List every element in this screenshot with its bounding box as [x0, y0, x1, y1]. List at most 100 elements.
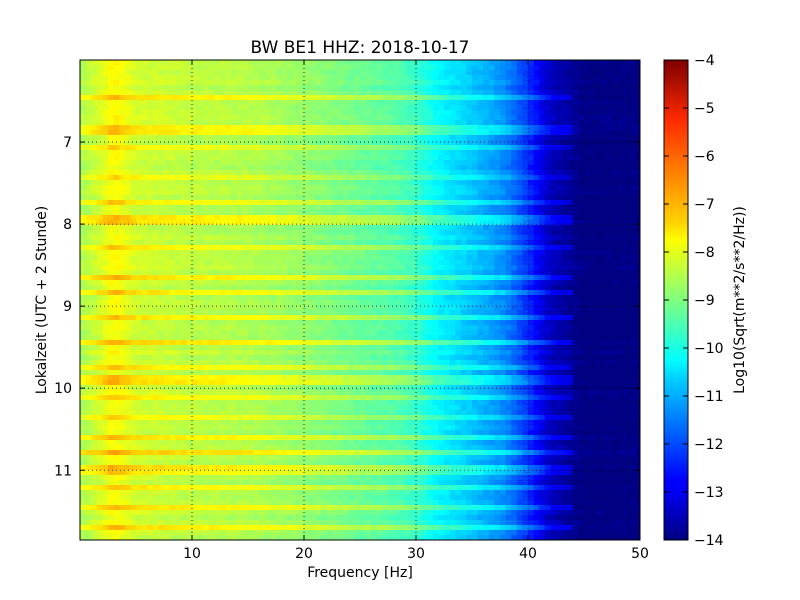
heatmap-cell — [248, 290, 255, 296]
heatmap-cell — [444, 95, 451, 101]
heatmap-cell — [449, 235, 456, 241]
heatmap-cell — [432, 100, 439, 106]
heatmap-cell — [528, 120, 535, 126]
heatmap-cell — [354, 125, 361, 131]
heatmap-cell — [124, 305, 131, 311]
heatmap-cell — [186, 250, 193, 256]
heatmap-cell — [136, 145, 143, 151]
heatmap-cell — [337, 220, 344, 226]
heatmap-cell — [164, 160, 171, 166]
heatmap-cell — [522, 195, 529, 201]
heatmap-cell — [365, 135, 372, 141]
heatmap-cell — [214, 120, 221, 126]
heatmap-cell — [152, 245, 159, 251]
heatmap-cell — [460, 225, 467, 231]
heatmap-cell — [432, 155, 439, 161]
heatmap-cell — [416, 110, 423, 116]
heatmap-cell — [360, 85, 367, 91]
heatmap-cell — [371, 265, 378, 271]
heatmap-cell — [404, 235, 411, 241]
heatmap-cell — [343, 230, 350, 236]
heatmap-cell — [292, 265, 299, 271]
heatmap-cell — [500, 275, 507, 281]
heatmap-cell — [410, 170, 417, 176]
heatmap-cell — [432, 210, 439, 216]
heatmap-cell — [130, 170, 137, 176]
heatmap-cell — [628, 110, 635, 116]
heatmap-cell — [617, 190, 624, 196]
heatmap-cell — [270, 225, 277, 231]
heatmap-cell — [309, 85, 316, 91]
heatmap-cell — [248, 185, 255, 191]
heatmap-cell — [494, 110, 501, 116]
heatmap-cell — [416, 120, 423, 126]
heatmap-cell — [466, 130, 473, 136]
heatmap-cell — [309, 155, 316, 161]
heatmap-cell — [572, 125, 579, 131]
heatmap-cell — [595, 220, 602, 226]
heatmap-cell — [108, 190, 115, 196]
heatmap-cell — [220, 250, 227, 256]
heatmap-cell — [511, 165, 518, 171]
heatmap-cell — [85, 125, 92, 131]
heatmap-cell — [343, 80, 350, 86]
heatmap-cell — [556, 295, 563, 301]
heatmap-cell — [466, 140, 473, 146]
heatmap-cell — [617, 280, 624, 286]
heatmap-cell — [511, 230, 518, 236]
heatmap-cell — [175, 275, 182, 281]
heatmap-cell — [488, 100, 495, 106]
heatmap-cell — [348, 205, 355, 211]
heatmap-cell — [147, 70, 154, 76]
heatmap-cell — [589, 130, 596, 136]
heatmap-cell — [561, 130, 568, 136]
heatmap-cell — [438, 75, 445, 81]
heatmap-cell — [634, 155, 640, 161]
heatmap-cell — [449, 250, 456, 256]
heatmap-cell — [108, 250, 115, 256]
heatmap-cell — [556, 215, 563, 221]
heatmap-cell — [589, 270, 596, 276]
heatmap-cell — [393, 305, 400, 311]
heatmap-cell — [287, 95, 294, 101]
heatmap-cell — [427, 295, 434, 301]
heatmap-cell — [96, 285, 103, 291]
heatmap-cell — [152, 100, 159, 106]
heatmap-cell — [264, 105, 271, 111]
heatmap-cell — [500, 165, 507, 171]
heatmap-cell — [472, 90, 479, 96]
heatmap-cell — [584, 285, 591, 291]
heatmap-cell — [360, 235, 367, 241]
heatmap-cell — [438, 90, 445, 96]
heatmap-cell — [231, 115, 238, 121]
heatmap-cell — [354, 65, 361, 71]
heatmap-cell — [85, 170, 92, 176]
heatmap-cell — [488, 110, 495, 116]
heatmap-cell — [91, 240, 98, 246]
heatmap-cell — [298, 260, 305, 266]
heatmap-cell — [477, 255, 484, 261]
heatmap-cell — [124, 140, 131, 146]
heatmap-cell — [382, 215, 389, 221]
heatmap-cell — [96, 140, 103, 146]
heatmap-cell — [231, 100, 238, 106]
heatmap-cell — [477, 190, 484, 196]
heatmap-cell — [337, 275, 344, 281]
heatmap-cell — [253, 190, 260, 196]
heatmap-cell — [141, 65, 148, 71]
heatmap-cell — [533, 85, 540, 91]
heatmap-cell — [136, 130, 143, 136]
heatmap-cell — [438, 235, 445, 241]
heatmap-cell — [539, 155, 546, 161]
heatmap-cell — [102, 235, 109, 241]
heatmap-cell — [483, 210, 490, 216]
heatmap-cell — [584, 275, 591, 281]
heatmap-cell — [147, 120, 154, 126]
heatmap-cell — [416, 125, 423, 131]
heatmap-cell — [270, 125, 277, 131]
heatmap-cell — [399, 305, 406, 311]
heatmap-cell — [472, 180, 479, 186]
heatmap-cell — [259, 305, 266, 311]
heatmap-cell — [477, 170, 484, 176]
heatmap-cell — [483, 150, 490, 156]
